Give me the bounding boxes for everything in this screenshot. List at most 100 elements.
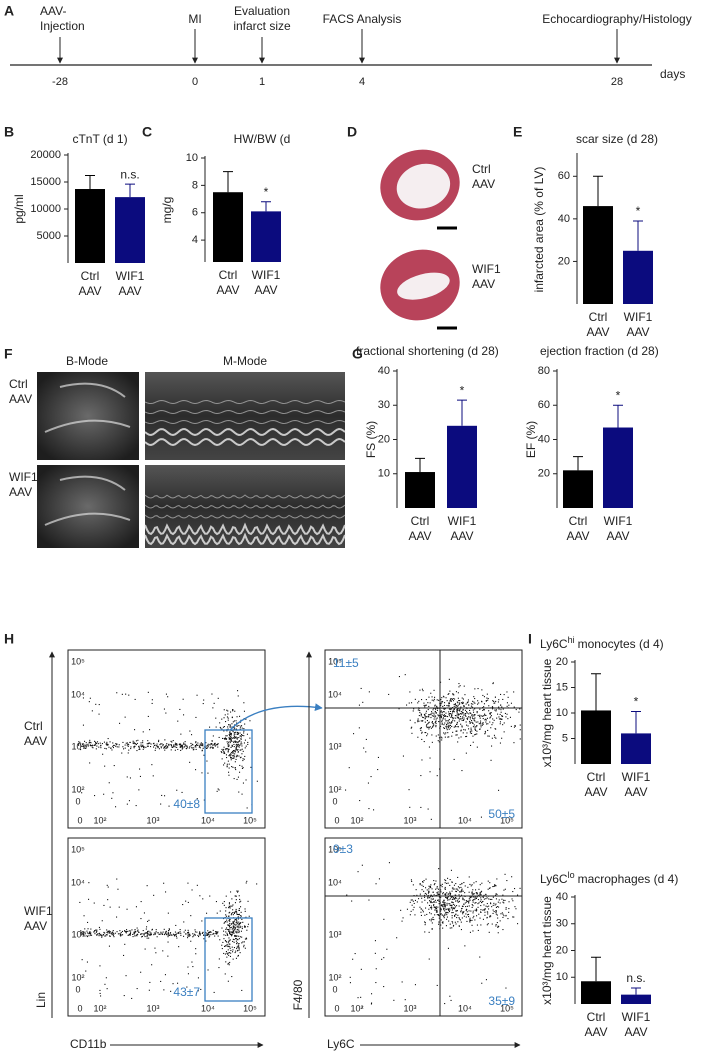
event-dot	[517, 894, 519, 896]
event-dot	[468, 916, 470, 918]
event-dot	[123, 954, 125, 956]
event-dot	[95, 742, 97, 744]
event-dot	[217, 932, 219, 934]
event-dot	[495, 910, 497, 912]
event-dot	[436, 892, 438, 894]
event-dot	[494, 884, 496, 886]
facs-row: WIF1	[24, 904, 53, 918]
event-dot	[360, 968, 362, 970]
event-dot	[162, 950, 164, 952]
event-dot	[236, 733, 238, 735]
event-dot	[448, 711, 450, 713]
event-dot	[438, 737, 440, 739]
event-dot	[80, 933, 82, 935]
event-dot	[478, 902, 480, 904]
event-dot	[232, 914, 234, 916]
event-dot	[455, 706, 457, 708]
event-dot	[88, 882, 90, 884]
event-dot	[420, 715, 422, 717]
event-dot	[416, 894, 418, 896]
event-dot	[168, 934, 170, 936]
event-dot	[441, 905, 443, 907]
event-dot	[409, 691, 411, 693]
event-dot	[386, 948, 388, 950]
event-dot	[145, 746, 147, 748]
event-dot	[457, 709, 459, 711]
event-dot	[216, 744, 218, 746]
event-dot	[422, 717, 424, 719]
event-dot	[98, 933, 100, 935]
event-dot	[181, 791, 183, 793]
event-dot	[462, 897, 464, 899]
event-dot	[146, 743, 148, 745]
event-dot	[159, 744, 161, 746]
event-dot	[454, 720, 456, 722]
event-dot	[199, 932, 201, 934]
event-dot	[438, 868, 440, 870]
event-dot	[233, 931, 235, 933]
event-dot	[428, 904, 430, 906]
event-dot	[80, 749, 82, 751]
event-dot	[245, 916, 247, 918]
event-dot	[228, 748, 230, 750]
event-dot	[472, 726, 474, 728]
event-dot	[225, 749, 227, 751]
event-dot	[225, 945, 227, 947]
event-dot	[436, 910, 438, 912]
event-dot	[180, 749, 182, 751]
event-dot	[477, 721, 479, 723]
event-dot	[225, 961, 227, 963]
bar	[621, 733, 651, 764]
event-dot	[232, 958, 234, 960]
event-dot	[231, 898, 233, 900]
event-dot	[168, 930, 170, 932]
event-dot	[125, 693, 127, 695]
x-log-tick: 10³	[146, 1003, 159, 1013]
event-dot	[129, 741, 131, 743]
event-dot	[424, 896, 426, 898]
event-dot	[450, 722, 452, 724]
event-dot	[437, 891, 439, 893]
error-bar	[125, 183, 135, 198]
panel-letter: H	[4, 631, 14, 647]
event-dot	[428, 908, 430, 910]
event-dot	[478, 702, 480, 704]
event-dot	[235, 935, 237, 937]
event-dot	[427, 896, 429, 898]
x-tick-label: WIF1	[604, 514, 633, 528]
event-dot	[502, 894, 504, 896]
event-dot	[234, 740, 236, 742]
event-dot	[452, 888, 454, 890]
y-tick-label: 80	[538, 365, 550, 377]
y-log-tick: 10⁵	[71, 844, 85, 854]
event-dot	[227, 751, 229, 753]
event-dot	[419, 712, 421, 714]
event-dot	[227, 717, 229, 719]
event-dot	[211, 743, 213, 745]
event-dot	[464, 892, 466, 894]
chart-title-text: scar size (d 28)	[576, 132, 658, 146]
event-dot	[479, 956, 481, 958]
event-dot	[452, 712, 454, 714]
event-dot	[438, 923, 440, 925]
event-dot	[207, 745, 209, 747]
event-dot	[100, 747, 102, 749]
event-dot	[141, 936, 143, 938]
event-dot	[175, 935, 177, 937]
significance: *	[616, 388, 621, 402]
event-dot	[134, 745, 136, 747]
event-dot	[160, 931, 162, 933]
event-dot	[238, 744, 240, 746]
event-dot	[442, 711, 444, 713]
event-dot	[433, 901, 435, 903]
event-dot	[423, 890, 425, 892]
event-dot	[104, 765, 106, 767]
event-dot	[480, 816, 482, 818]
event-dot	[436, 709, 438, 711]
event-dot	[477, 929, 479, 931]
event-dot	[444, 910, 446, 912]
event-dot	[434, 906, 436, 908]
m-mode-trace	[144, 419, 346, 425]
event-dot	[431, 699, 433, 701]
event-dot	[234, 733, 236, 735]
